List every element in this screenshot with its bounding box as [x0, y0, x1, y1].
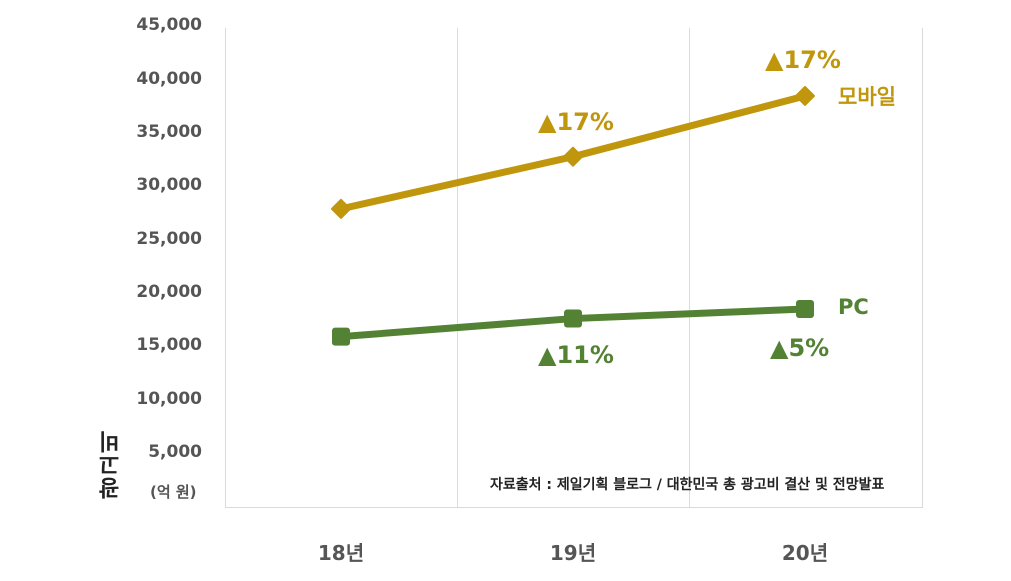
y-axis-unit: (억 원) — [150, 483, 197, 501]
y-tick: 25,000 — [136, 229, 202, 249]
source-note: 자료출처 : 제일기획 블로그 / 대한민국 총 광고비 결산 및 전망발표 — [490, 477, 885, 493]
series-pc — [332, 299, 814, 346]
y-tick: 5,000 — [148, 442, 202, 462]
y-tick: 20,000 — [136, 282, 202, 302]
data-point-marker — [563, 146, 583, 167]
gridline-vertical-2 — [689, 28, 690, 507]
y-tick: 45,000 — [136, 15, 202, 35]
growth-label-pc-19: ▲11% — [538, 341, 614, 369]
data-point-marker — [332, 327, 350, 346]
chart-frame — [225, 28, 923, 508]
growth-label-mobile-20: ▲17% — [765, 46, 841, 74]
y-tick: 30,000 — [136, 175, 202, 195]
y-tick: 15,000 — [136, 335, 202, 355]
series-label-pc: PC — [838, 295, 869, 319]
x-tick: 18년 — [317, 541, 365, 565]
growth-label-pc-20: ▲5% — [770, 334, 830, 362]
y-tick: 35,000 — [136, 122, 202, 142]
series-label-mobile: 모바일 — [838, 85, 896, 109]
data-point-marker — [564, 309, 582, 328]
gridline-vertical-1 — [457, 28, 458, 507]
series-mobile — [331, 85, 815, 219]
data-point-marker — [795, 85, 815, 106]
y-tick: 10,000 — [136, 389, 202, 409]
data-point-marker — [331, 198, 351, 219]
growth-label-mobile-19: ▲17% — [538, 108, 614, 136]
data-point-marker — [796, 299, 814, 318]
x-tick: 19년 — [549, 541, 597, 565]
x-tick: 20년 — [781, 541, 829, 565]
y-tick: 40,000 — [136, 69, 202, 89]
